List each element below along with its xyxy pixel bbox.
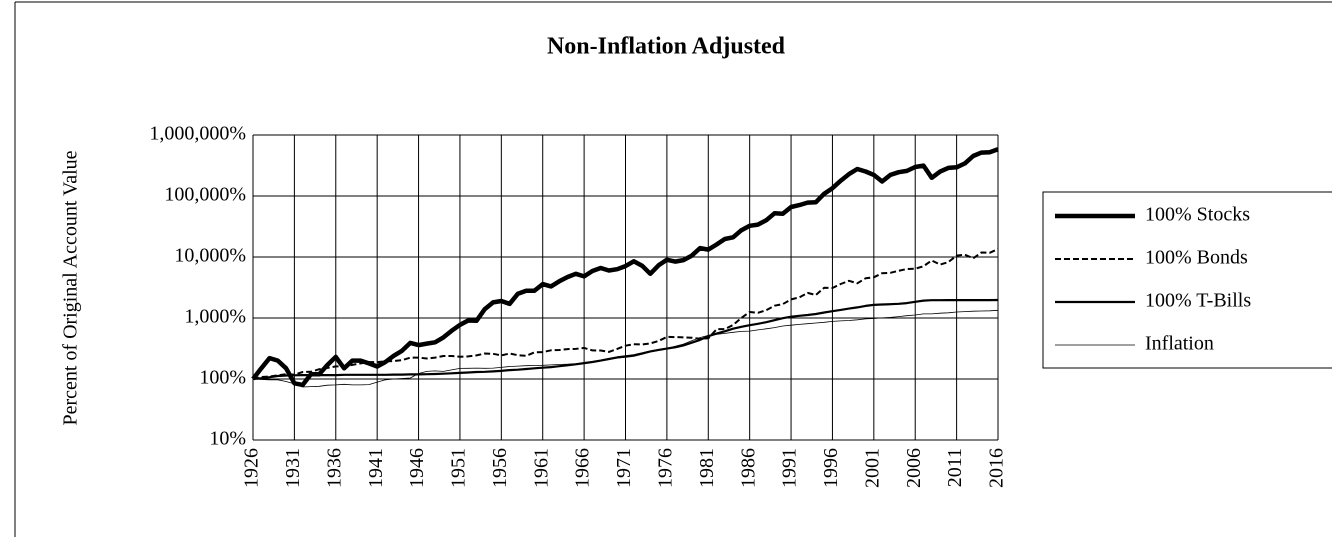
series-line (252, 298, 999, 381)
x-tick-label: 2011 (944, 448, 966, 487)
y-tick-label: 10% (209, 428, 246, 450)
y-tick-label: 100% (199, 367, 246, 389)
x-tick-label: 2001 (861, 448, 883, 488)
x-tick-label: 1991 (779, 448, 801, 488)
x-tick-label: 1971 (613, 448, 635, 488)
legend-label: Inflation (1145, 333, 1214, 355)
x-tick-label: 1931 (282, 448, 304, 488)
legend-label: 100% Bonds (1145, 247, 1248, 269)
y-axis-label: Percent of Original Account Value (60, 150, 82, 425)
x-tick-label: 1951 (448, 448, 470, 488)
x-tick-label: 2016 (986, 448, 1008, 488)
y-tick-label: 10,000% (174, 245, 246, 267)
x-tick-label: 1941 (365, 448, 387, 488)
legend-label: 100% T-Bills (1145, 290, 1251, 312)
x-tick-label: 1946 (406, 448, 428, 488)
x-tick-label: 1976 (654, 448, 676, 488)
y-tick-label: 1,000% (184, 306, 246, 328)
x-tick-label: 1996 (820, 448, 842, 488)
x-tick-label: 1981 (696, 448, 718, 488)
y-tick-label: 100,000% (164, 184, 246, 206)
chart-title: Non-Inflation Adjusted (547, 34, 786, 60)
legend-box (1042, 191, 1332, 369)
x-tick-label: 1966 (572, 448, 594, 488)
y-tick-label: 1,000,000% (149, 123, 246, 145)
legend-label: 100% Stocks (1145, 204, 1250, 226)
x-tick-label: 1956 (489, 448, 511, 488)
x-tick-label: 1986 (737, 448, 759, 488)
x-tick-label: 1926 (241, 448, 263, 488)
x-tick-label: 1961 (530, 448, 552, 488)
series-line (252, 248, 999, 380)
x-tick-label: 1936 (323, 448, 345, 488)
series-line (251, 147, 999, 388)
x-tick-label: 2006 (903, 448, 925, 488)
